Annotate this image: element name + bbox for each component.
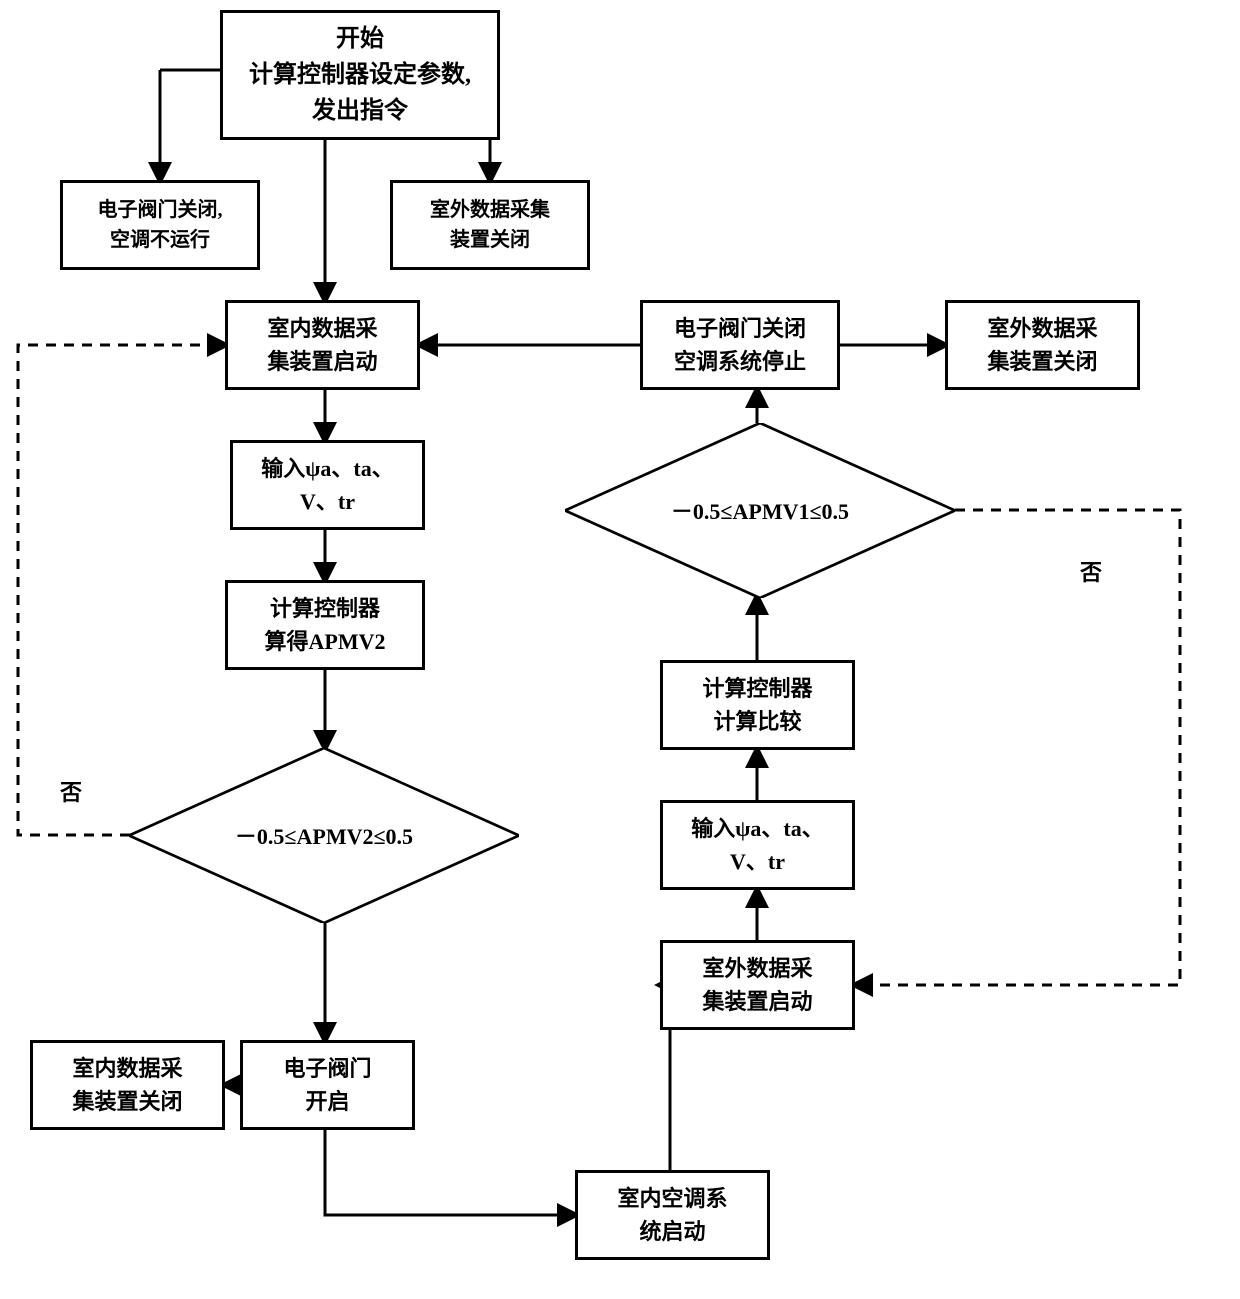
n_indoor_start-line: 集装置启动 — [267, 345, 377, 378]
n_outdoor_close_r-line: 室外数据采 — [987, 312, 1097, 345]
calc-apmv2-node: 计算控制器算得APMV2 — [225, 580, 425, 670]
calc-compare-node: 计算控制器计算比较 — [660, 660, 855, 750]
n_outdoor_start-line: 室外数据采 — [702, 952, 812, 985]
apmv1-decision: －0.5≤APMV1≤0.5 — [565, 423, 955, 598]
n_calc_compare-line: 计算比较 — [713, 705, 801, 738]
n_valve_open-line: 开启 — [305, 1085, 349, 1118]
start-node: 开始计算控制器设定参数,发出指令 — [220, 10, 500, 140]
start-line: 计算控制器设定参数, — [249, 57, 471, 93]
valve-open-node: 电子阀门开启 — [240, 1040, 415, 1130]
n_valve_close_ac_off-line: 空调不运行 — [110, 225, 210, 255]
n_indoor_close-line: 室内数据采 — [72, 1052, 182, 1085]
input-left-node: 输入ψa、ta、V、tr — [230, 440, 425, 530]
n_valve_close_ac_stop-line: 空调系统停止 — [674, 345, 806, 378]
n_input_left-line: V、tr — [300, 485, 355, 518]
start-line: 发出指令 — [312, 93, 408, 129]
n_indoor_ac_start-line: 统启动 — [639, 1215, 705, 1248]
n_outdoor_close_top-line: 室外数据采集 — [430, 195, 550, 225]
no-label-left: 否 — [60, 775, 82, 807]
n_input_right-line: V、tr — [730, 845, 785, 878]
n_input_right-line: 输入ψa、ta、 — [691, 812, 823, 845]
outdoor-close-right-node: 室外数据采集装置关闭 — [945, 300, 1140, 390]
valve-close-ac-off-node: 电子阀门关闭,空调不运行 — [60, 180, 260, 270]
apmv2-decision: －0.5≤APMV2≤0.5 — [129, 748, 519, 923]
n_outdoor_close_top-line: 装置关闭 — [450, 225, 530, 255]
indoor-ac-start-node: 室内空调系统启动 — [575, 1170, 770, 1260]
no-label-right: 否 — [1080, 555, 1102, 587]
apmv1-decision-label: －0.5≤APMV1≤0.5 — [671, 494, 849, 526]
n_outdoor_start-line: 集装置启动 — [702, 985, 812, 1018]
valve-close-ac-stop-node: 电子阀门关闭空调系统停止 — [640, 300, 840, 390]
n_outdoor_close_r-line: 集装置关闭 — [987, 345, 1097, 378]
n_valve_open-line: 电子阀门 — [283, 1052, 371, 1085]
start-line: 开始 — [336, 21, 384, 57]
n_indoor_ac_start-line: 室内空调系 — [617, 1182, 727, 1215]
n_calc_apmv2-line: 算得APMV2 — [265, 625, 386, 658]
n_input_left-line: 输入ψa、ta、 — [261, 452, 393, 485]
apmv2-decision-label: －0.5≤APMV2≤0.5 — [235, 819, 413, 851]
n_calc_compare-line: 计算控制器 — [702, 672, 812, 705]
indoor-close-node: 室内数据采集装置关闭 — [30, 1040, 225, 1130]
indoor-start-node: 室内数据采集装置启动 — [225, 300, 420, 390]
n_calc_apmv2-line: 计算控制器 — [270, 592, 380, 625]
n_indoor_close-line: 集装置关闭 — [72, 1085, 182, 1118]
outdoor-start-node: 室外数据采集装置启动 — [660, 940, 855, 1030]
n_valve_close_ac_stop-line: 电子阀门关闭 — [674, 312, 806, 345]
n_indoor_start-line: 室内数据采 — [267, 312, 377, 345]
input-right-node: 输入ψa、ta、V、tr — [660, 800, 855, 890]
outdoor-close-top-node: 室外数据采集装置关闭 — [390, 180, 590, 270]
n_valve_close_ac_off-line: 电子阀门关闭, — [98, 195, 223, 225]
